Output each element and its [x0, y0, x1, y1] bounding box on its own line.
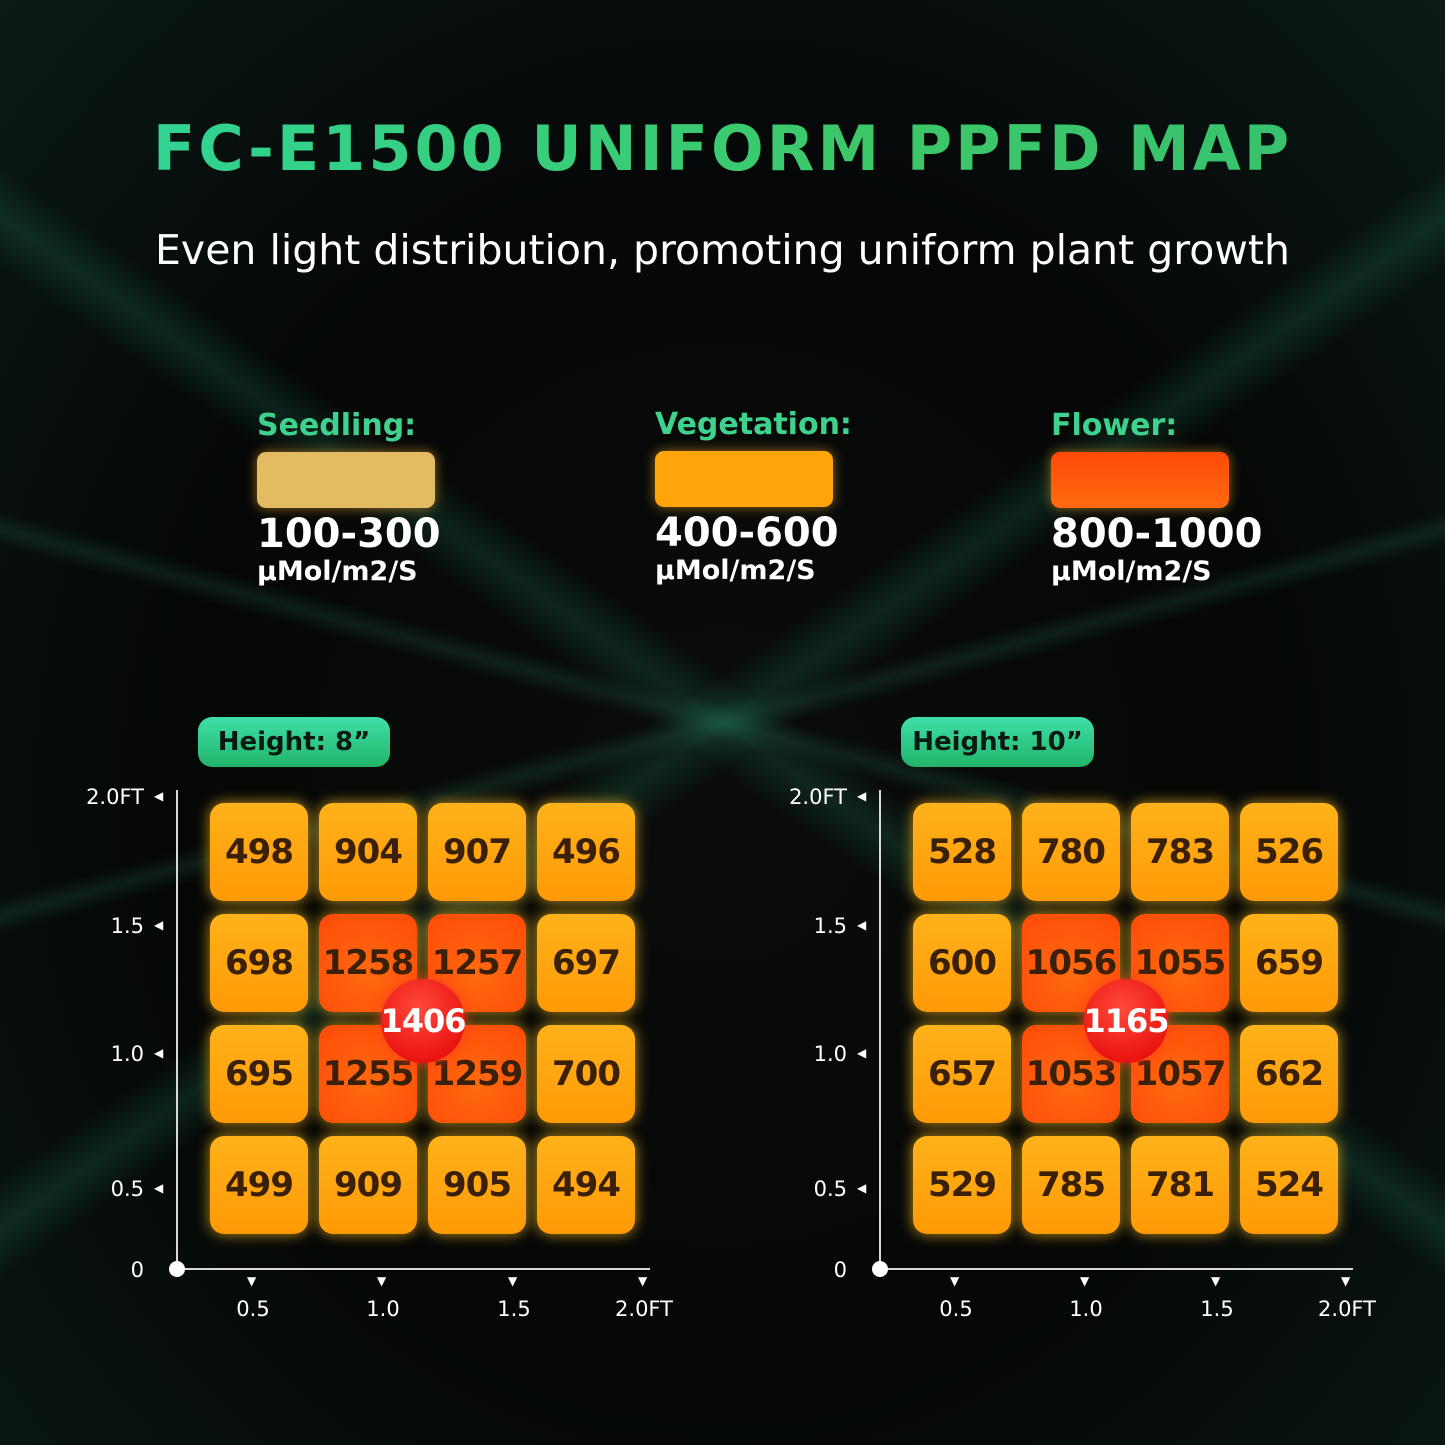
x-tick-marker-icon: ▼	[1211, 1274, 1221, 1288]
x-tick-marker-icon: ▼	[247, 1274, 257, 1288]
heatmap-cell: 662	[1240, 1025, 1338, 1123]
heatmap-cell: 907	[428, 803, 526, 901]
heatmap-cell: 600	[913, 914, 1011, 1012]
y-tick-marker-icon: ◀	[154, 1046, 164, 1060]
heatmap-cell: 780	[1022, 803, 1120, 901]
heatmap-cell: 524	[1240, 1136, 1338, 1234]
legend-label: Seedling:	[257, 408, 417, 443]
x-tick-label: 1.5	[1200, 1297, 1234, 1321]
x-tick-label: 0.5	[939, 1297, 973, 1321]
y-tick-label: 0	[833, 1258, 847, 1282]
legend-vegetation: Vegetation: 400-600 µMol/m2/S	[655, 407, 915, 587]
legend-range: 800-1000	[1051, 511, 1263, 557]
y-tick-marker-icon: ◀	[154, 1181, 164, 1195]
x-tick-marker-icon: ▼	[508, 1274, 518, 1288]
heatmap-cell: 698	[210, 914, 308, 1012]
legend-swatch	[1051, 452, 1229, 508]
x-tick-label: 2.0FT	[1318, 1297, 1376, 1321]
legend-flower: Flower: 800-1000 µMol/m2/S	[1051, 408, 1311, 588]
heatmap-cell: 909	[319, 1136, 417, 1234]
heatmap-cell: 1057	[1131, 1025, 1229, 1123]
heatmap-cell: 528	[913, 803, 1011, 901]
y-tick-marker-icon: ◀	[857, 789, 867, 803]
heatmap-cell: 659	[1240, 914, 1338, 1012]
heatmap-cell: 697	[537, 914, 635, 1012]
legend-seedling: Seedling: 100-300 µMol/m2/S	[257, 408, 517, 588]
heatmap-cell: 1259	[428, 1025, 526, 1123]
y-tick-label: 0.5	[110, 1177, 144, 1201]
legend-unit: µMol/m2/S	[257, 556, 418, 587]
x-tick-label: 1.5	[497, 1297, 531, 1321]
origin-dot	[169, 1261, 185, 1277]
legend-label: Vegetation:	[655, 407, 852, 442]
y-tick-label: 1.0	[813, 1042, 847, 1066]
y-tick-label: 0	[130, 1258, 144, 1282]
height-badge: Height: 8”	[198, 717, 390, 767]
legend-unit: µMol/m2/S	[1051, 556, 1212, 587]
y-tick-label: 2.0FT	[86, 785, 144, 809]
heatmap-cell: 904	[319, 803, 417, 901]
y-tick-label: 0.5	[813, 1177, 847, 1201]
y-tick-label: 1.5	[813, 914, 847, 938]
x-axis	[879, 1268, 1353, 1270]
y-tick-marker-icon: ◀	[154, 918, 164, 932]
x-tick-label: 2.0FT	[615, 1297, 673, 1321]
legend-range: 100-300	[257, 511, 441, 557]
heatmap-cell: 657	[913, 1025, 1011, 1123]
x-axis	[176, 1268, 650, 1270]
legend-swatch	[655, 451, 833, 507]
legend-unit: µMol/m2/S	[655, 555, 816, 586]
y-tick-marker-icon: ◀	[857, 1181, 867, 1195]
x-tick-label: 1.0	[366, 1297, 400, 1321]
heatmap-cell: 905	[428, 1136, 526, 1234]
x-tick-marker-icon: ▼	[1341, 1274, 1351, 1288]
x-tick-marker-icon: ▼	[638, 1274, 648, 1288]
heatmap-cell: 700	[537, 1025, 635, 1123]
legend-range: 400-600	[655, 510, 839, 556]
heatmap-cell: 529	[913, 1136, 1011, 1234]
x-tick-label: 1.0	[1069, 1297, 1103, 1321]
heatmap-cell: 695	[210, 1025, 308, 1123]
y-tick-marker-icon: ◀	[857, 918, 867, 932]
legend-label: Flower:	[1051, 408, 1178, 443]
heatmap-cell: 785	[1022, 1136, 1120, 1234]
y-axis	[879, 790, 881, 1268]
heatmap-cell: 783	[1131, 803, 1229, 901]
x-tick-marker-icon: ▼	[950, 1274, 960, 1288]
heatmap-cell: 498	[210, 803, 308, 901]
x-tick-label: 0.5	[236, 1297, 270, 1321]
y-tick-marker-icon: ◀	[857, 1046, 867, 1060]
x-tick-marker-icon: ▼	[377, 1274, 387, 1288]
origin-dot	[872, 1261, 888, 1277]
x-tick-marker-icon: ▼	[1080, 1274, 1090, 1288]
heatmap-cell: 781	[1131, 1136, 1229, 1234]
y-tick-label: 1.0	[110, 1042, 144, 1066]
legend-swatch	[257, 452, 435, 508]
peak-value-badge: 1406	[380, 979, 467, 1063]
heatmap-cell: 526	[1240, 803, 1338, 901]
y-axis	[176, 790, 178, 1268]
height-badge: Height: 10”	[901, 717, 1094, 767]
heatmap-cell: 499	[210, 1136, 308, 1234]
y-tick-label: 2.0FT	[789, 785, 847, 809]
page-title: FC-E1500 UNIFORM PPFD MAP	[0, 112, 1445, 185]
y-tick-marker-icon: ◀	[154, 789, 164, 803]
peak-value-badge: 1165	[1083, 979, 1170, 1063]
heatmap-cell: 496	[537, 803, 635, 901]
heatmap-cell: 494	[537, 1136, 635, 1234]
y-tick-label: 1.5	[110, 914, 144, 938]
page-subtitle: Even light distribution, promoting unifo…	[155, 226, 1290, 274]
